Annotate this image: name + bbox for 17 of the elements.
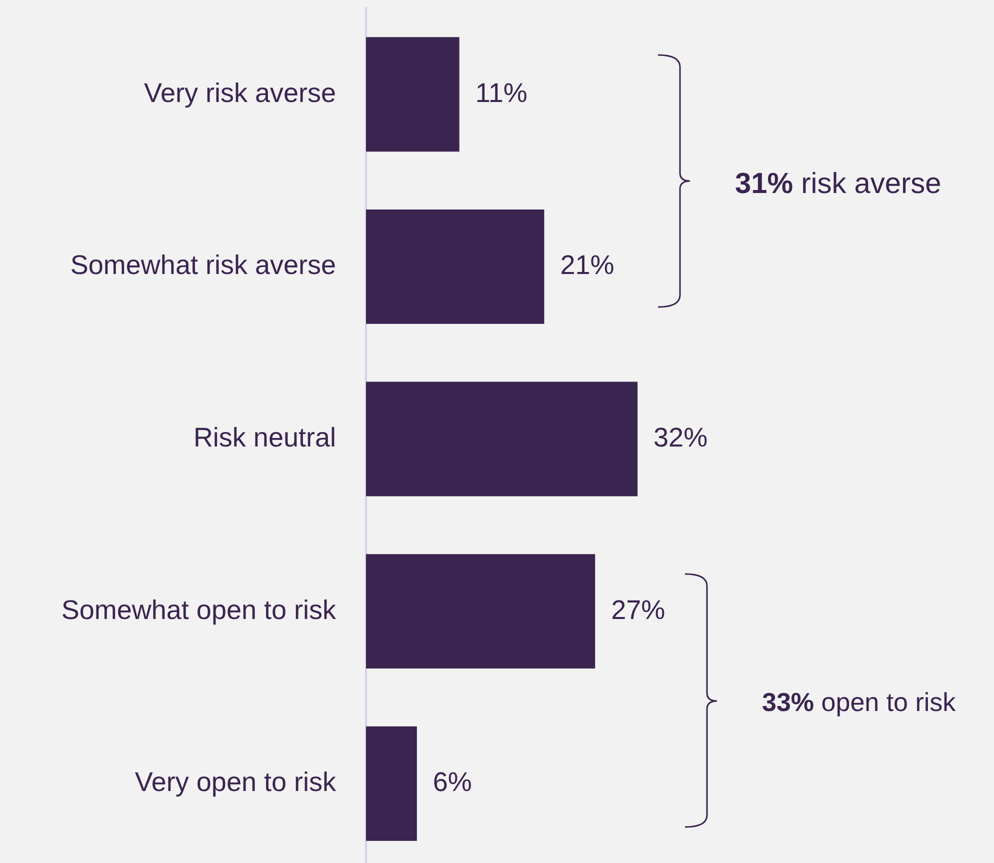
data-label: 32%: [654, 422, 708, 452]
y-tick-label: Somewhat open to risk: [61, 594, 336, 625]
bar: [366, 554, 596, 669]
y-tick-label: Very risk averse: [144, 78, 336, 108]
bar: [366, 209, 544, 324]
y-tick-label: Somewhat risk averse: [70, 250, 336, 280]
data-label: 11%: [475, 78, 528, 108]
bar: [366, 726, 417, 841]
text: 33% open to risk: [762, 687, 956, 717]
bar: [366, 37, 460, 152]
data-label: 27%: [611, 594, 666, 625]
data-label: 6%: [432, 767, 472, 798]
data-label: 21%: [560, 250, 614, 280]
y-tick-label: Risk neutral: [193, 422, 336, 452]
bar: [366, 382, 638, 496]
text: 31% risk averse: [735, 168, 942, 200]
y-tick-label: Very open to risk: [134, 767, 336, 798]
